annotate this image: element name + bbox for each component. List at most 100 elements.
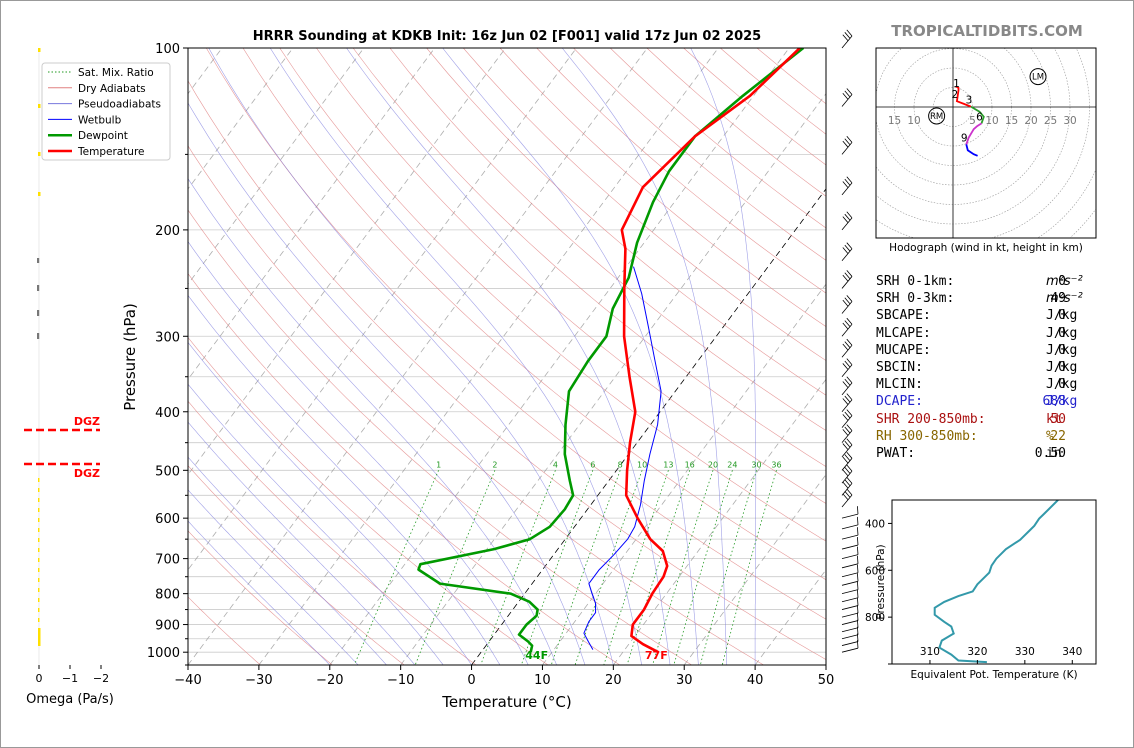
mixing-ratio-line [574,470,643,665]
hodograph-height-label: 3 [966,95,973,107]
hodograph-segment [970,105,985,124]
wind-barb-flag [857,564,859,573]
pseudoadiabat [690,48,757,665]
wind-barb-flag [844,138,851,146]
wind-barb-flag [842,398,849,405]
y-axis-label: Pressure (hPa) [121,303,139,411]
dry-adiabat [188,80,826,660]
hodograph-marker-label: RM [930,112,943,122]
wind-barb-flag [842,34,849,42]
stat-rh: RH 300-850mb: 22% [876,428,1066,444]
omega-bar-ascent [38,528,40,532]
pseudoadiabat [188,294,501,665]
dry-adiabat [188,273,621,665]
x-tick-label: 50 [818,673,835,688]
mixing-ratio-label: 20 [708,460,718,469]
y-tick-label: 300 [155,330,180,345]
pseudoadiabat [188,241,529,665]
wind-barb-flag [844,467,851,474]
wind-barb-flag [842,456,849,464]
wind-barb [841,572,859,578]
omega-bar-ascent [38,48,41,52]
wind-barb-flag [846,176,853,184]
wind-barb-flag [844,491,851,498]
stat-shear: SHR 200-850mb: 50 kt [876,411,1066,427]
omega-bar-ascent [38,104,41,108]
skew-t-axes: −40 −30 −20 −10 0 10 20 30 40 50 100 200 300 400 500 60… [147,42,834,688]
isotherm [258,48,719,665]
hodograph-ring-label: 10 [907,115,920,127]
hodograph-frame [875,47,1097,239]
theta-e-y-tick-label: 400 [865,518,885,530]
omega-bar-ascent [38,498,40,502]
wind-barb-flag [844,341,851,348]
x-tick-label: 40 [747,673,764,688]
wind-barb-flag [857,605,859,614]
wind-barb-flag [844,90,851,98]
surface-temp-label: 77F [645,649,668,662]
wind-barb-flag [842,363,849,370]
hodograph-ring-label: 20 [1024,115,1037,127]
x-tick-label: −40 [174,673,201,688]
dry-adiabat [389,48,826,431]
wind-barb-flag [857,589,859,598]
wind-barb-flag [844,411,851,419]
wind-barb-flag [844,360,851,368]
wind-barb-flag [842,429,849,436]
wind-barb [841,345,853,358]
omega-tick-label: −2 [93,672,109,685]
profile-wetbulb [583,266,662,650]
profile-dewpoint [417,48,805,653]
wind-barb [841,627,859,633]
wind-barb-flag [846,270,853,277]
wind-barb [841,524,859,530]
wind-barb-flag [857,619,859,628]
wind-barb-flag [844,213,851,221]
wind-barb-flag [844,244,851,252]
omega-bar-ascent [38,578,40,582]
dry-adiabat [242,48,826,581]
stat-pwat: PWAT: 0.50 in [876,445,1066,461]
omega-bar-ascent [38,488,40,492]
wind-barb-flag [857,640,859,649]
wind-barb-flag [844,395,851,403]
wind-barb-flag [842,93,849,100]
hodograph-labels: 15 10 5 10 15 20 25 30 12 369 RM LM [888,68,1077,144]
hodograph-ring-label: 15 [1005,115,1018,127]
omega-bar-ascent [38,618,40,622]
wind-barb-flag [844,454,851,461]
wind-barb [841,382,853,396]
surface-dewpoint-label: 44F [525,649,548,662]
wind-barb-flag [857,506,859,515]
wind-barb-flag [846,488,853,496]
isotherm [188,48,436,381]
hodograph-height-label: 6 [976,111,983,123]
x-tick-label: 20 [605,673,622,688]
wind-barb-flag [844,426,851,434]
wind-barb [841,612,859,618]
wind-barb-flag [844,32,851,39]
skew-t-frame [187,47,827,666]
wind-barb [841,605,859,610]
wind-barb-flag [842,481,849,489]
legend-label: Dry Adiabats [78,83,146,95]
x-tick-label: 10 [534,673,551,688]
wind-barb-flag [844,178,851,186]
dry-adiabat [188,336,549,665]
wind-barb [841,94,853,107]
pseudoadiabat [188,341,472,665]
mixing-ratio-label: 13 [663,460,673,469]
wind-barb-flag [842,322,849,330]
wind-barb [841,620,859,625]
mixing-ratio-label: 10 [637,460,647,469]
hodograph-segment [965,144,978,157]
dry-adiabat [316,48,826,504]
wind-barb [841,444,853,458]
wind-barb-flag [857,612,859,621]
wind-barb [841,248,853,262]
pseudoadiabat [188,102,586,665]
omega-tick-label: 0 [36,672,43,685]
wind-barb-flag [844,297,851,305]
wind-barb-flag [846,338,853,346]
